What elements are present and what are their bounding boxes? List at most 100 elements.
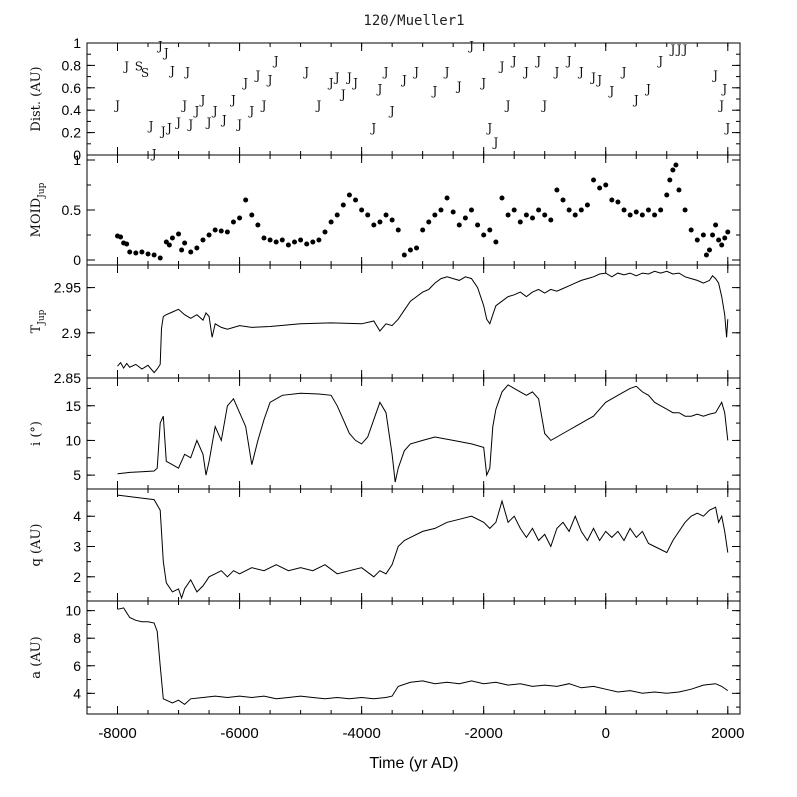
y-tick-label: 4: [73, 685, 81, 701]
moid-point: [273, 239, 279, 245]
y-tick-label: 8: [73, 630, 81, 646]
x-axis-label: Time (yr AD): [369, 755, 458, 772]
encounter-marker: J: [150, 147, 157, 161]
encounter-marker: J: [351, 76, 358, 90]
y-tick-label: 15: [65, 398, 81, 414]
panel-frame: [86, 377, 741, 490]
encounter-marker: J: [345, 71, 352, 85]
encounter-marker: J: [595, 73, 602, 87]
moid-point: [124, 241, 130, 247]
y-tick-label: 0: [73, 147, 81, 163]
moid-point: [499, 195, 505, 201]
moid-point: [676, 187, 682, 193]
encounter-marker: J: [504, 99, 511, 113]
y-tick-label: 1: [73, 152, 81, 168]
x-tick-label: 2000: [711, 725, 744, 742]
encounter-marker: J: [376, 82, 383, 96]
moid-point: [310, 239, 316, 245]
encounter-marker: J: [485, 121, 492, 135]
moid-point: [523, 212, 529, 218]
y-tick-label: 1: [73, 35, 81, 51]
encounter-marker: J: [491, 136, 498, 150]
moid-point: [334, 212, 340, 218]
moid-point: [255, 222, 261, 228]
moid-point: [267, 237, 273, 243]
moid-point: [383, 212, 389, 218]
moid-point: [322, 229, 328, 235]
encounter-marker: J: [400, 73, 407, 87]
encounter-marker: J: [260, 99, 267, 113]
encounter-marker: J: [540, 99, 547, 113]
moid-point: [304, 241, 310, 247]
y-axis-label-subscript: Jup: [37, 182, 47, 198]
moid-point: [163, 239, 169, 245]
moid-point: [511, 207, 517, 213]
encounter-marker: J: [620, 65, 627, 79]
encounter-marker: J: [186, 118, 193, 132]
moid-point: [609, 197, 615, 203]
moid-point: [633, 209, 639, 215]
moid-point: [279, 237, 285, 243]
encounter-marker: J: [412, 65, 419, 79]
encounter-marker: J: [174, 115, 181, 129]
moid-point: [340, 202, 346, 208]
moid-point: [420, 227, 426, 233]
y-tick-label: 2: [73, 569, 81, 585]
moid-point: [462, 215, 468, 221]
moid-point: [639, 212, 645, 218]
y-axis-label: i (°): [29, 421, 44, 446]
moid-point: [218, 228, 224, 234]
encounter-marker: J: [430, 84, 437, 98]
moid-point: [505, 212, 511, 218]
encounter-marker: J: [565, 54, 572, 68]
y-tick-label: 0.4: [62, 102, 82, 118]
y-axis-label: Dist. (AU): [29, 66, 44, 131]
moid-point: [365, 212, 371, 218]
moid-point: [493, 239, 499, 245]
x-tick-label: -2000: [464, 725, 502, 742]
encounter-marker: J: [577, 65, 584, 79]
moid-point: [621, 207, 627, 213]
panel-frame: [86, 488, 741, 602]
moid-point: [328, 219, 334, 225]
encounter-marker: J: [315, 99, 322, 113]
moid-point: [716, 237, 722, 243]
encounter-marker: J: [192, 104, 199, 118]
encounter-marker: J: [183, 65, 190, 79]
encounter-marker: J: [720, 82, 727, 96]
encounter-marker: J: [113, 99, 120, 113]
moid-point: [395, 227, 401, 233]
encounter-marker: J: [266, 73, 273, 87]
encounter-marker: J: [589, 71, 596, 85]
y-axis-label-subscript: Jup: [37, 309, 47, 325]
moid-point: [127, 249, 133, 255]
encounter-marker: J: [272, 54, 279, 68]
moid-point: [688, 227, 694, 233]
moid-point: [188, 249, 194, 255]
encounter-marker: J: [498, 59, 505, 73]
moid-point: [432, 212, 438, 218]
moid-point: [377, 219, 383, 225]
moid-point: [725, 229, 731, 235]
moid-point: [536, 207, 542, 213]
y-axis-label: a (AU): [29, 636, 44, 678]
y-tick-label: 10: [65, 603, 81, 619]
encounter-marker: J: [534, 54, 541, 68]
moid-point: [572, 212, 578, 218]
moid-point: [426, 219, 432, 225]
x-tick-label: -4000: [342, 725, 380, 742]
encounter-marker: J: [467, 39, 474, 53]
moid-point: [627, 212, 633, 218]
moid-point: [530, 215, 536, 221]
moid-point: [179, 247, 185, 253]
moid-point: [194, 245, 200, 251]
encounter-marker: J: [723, 121, 730, 135]
moid-point: [176, 231, 182, 237]
moid-point: [475, 222, 481, 228]
y-tick-label: 4: [73, 508, 81, 524]
moid-point: [371, 222, 377, 228]
encounter-marker: J: [382, 65, 389, 79]
moid-point: [316, 237, 322, 243]
